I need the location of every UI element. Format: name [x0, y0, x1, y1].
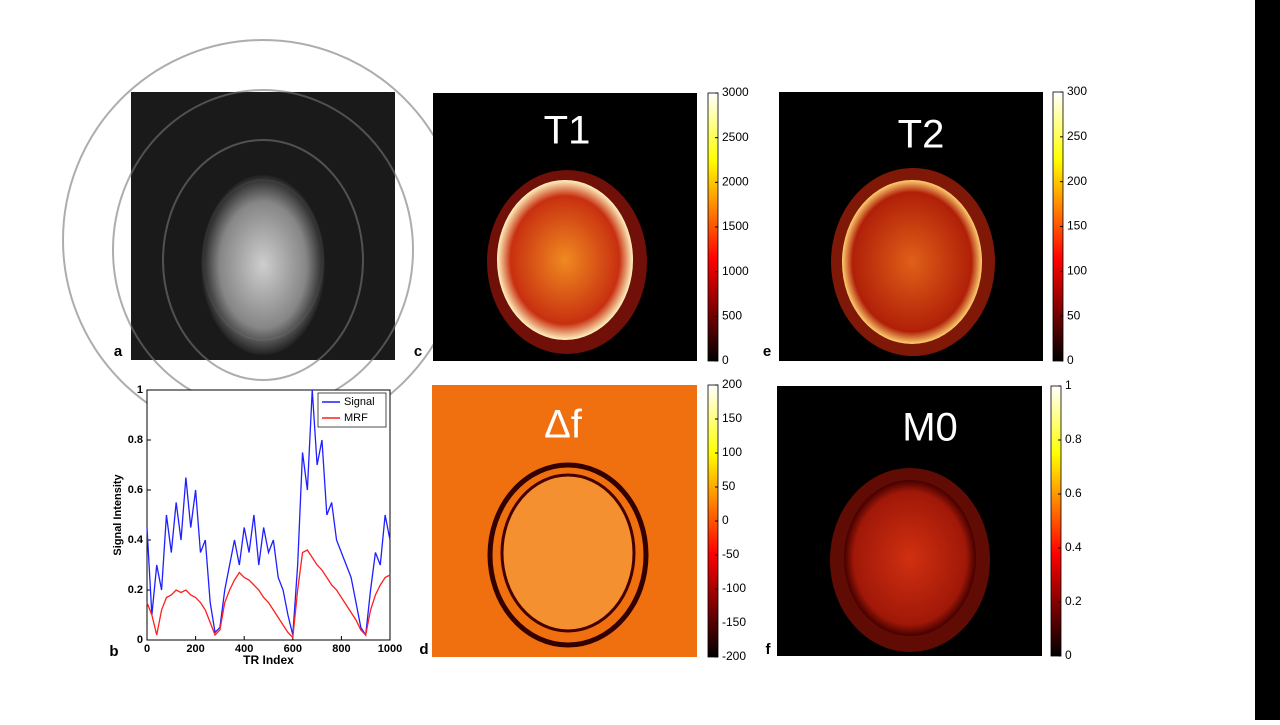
colorbar-tick-label: 50	[722, 479, 736, 493]
image-a	[62, 39, 464, 441]
colorbar-tick-label: 1000	[722, 264, 749, 278]
edge-bar	[1255, 0, 1280, 720]
x-tick-label: 600	[284, 643, 302, 655]
colorbar-tick-label: 0.4	[1065, 540, 1082, 554]
x-axis-label: TR Index	[243, 653, 294, 667]
colorbar-tick-label: 100	[1067, 264, 1087, 278]
colorbar-tick-label: 150	[1067, 219, 1087, 233]
colorbar-tick-label: 0	[722, 513, 729, 527]
y-tick-label: 0.8	[128, 434, 143, 446]
y-tick-label: 0.6	[128, 484, 143, 496]
colorbar-tick-label: 200	[722, 377, 742, 391]
colorbar-tick-label: 0	[1065, 648, 1072, 662]
colorbar-tick-label: 50	[1067, 308, 1081, 322]
colorbar-tick-label: -200	[722, 649, 746, 663]
y-tick-label: 1	[137, 384, 143, 396]
y-tick-label: 0.2	[128, 584, 143, 596]
colorbar-tick-label: 0.6	[1065, 486, 1082, 500]
series-line	[146, 549, 391, 639]
plot-area	[146, 389, 391, 641]
x-tick-label: 800	[332, 643, 350, 655]
panel-letter: e	[763, 343, 771, 360]
panel-letter: d	[419, 641, 428, 658]
colorbar-tick-label: 1500	[722, 219, 749, 233]
panel-title: T2	[898, 113, 945, 157]
colorbar-tick-label: 0.8	[1065, 432, 1082, 446]
colorbar-tick-label: 100	[722, 445, 742, 459]
image-c	[433, 93, 697, 361]
image-d	[432, 385, 697, 657]
panel-title: T1	[544, 109, 591, 153]
colorbar-tick-label: 250	[1067, 129, 1087, 143]
panel-title: Δf	[544, 403, 583, 447]
legend-label: Signal	[344, 396, 375, 408]
colorbar-tick-label: -50	[722, 547, 740, 561]
y-tick-label: 0	[137, 634, 143, 646]
legend-label: MRF	[344, 412, 368, 424]
colorbar-tick-label: 3000	[722, 85, 749, 99]
x-tick-label: 200	[186, 643, 204, 655]
colorbar-tick-label: 300	[1067, 84, 1087, 98]
panel-title: M0	[902, 406, 958, 450]
image-f	[777, 386, 1042, 656]
image-e	[779, 92, 1043, 361]
panel-letter: b	[109, 643, 118, 660]
colorbar-tick-label: 200	[1067, 174, 1087, 188]
colorbar-tick-label: 0	[1067, 353, 1074, 367]
colorbar-tick-label: 0	[722, 353, 729, 367]
colorbar-tick-label: 150	[722, 411, 742, 425]
x-tick-label: 400	[235, 643, 253, 655]
colorbar-tick-label: -100	[722, 581, 746, 595]
colorbar-tick-label: 2500	[722, 130, 749, 144]
panel-letter: c	[414, 343, 422, 360]
y-tick-label: 0.4	[128, 534, 144, 546]
legend-box	[317, 392, 387, 428]
colorbar-tick-label: 0.2	[1065, 594, 1082, 608]
x-tick-label: 1000	[378, 643, 402, 655]
colorbar-tick-label: 1	[1065, 378, 1072, 392]
colorbar-tick-label: -150	[722, 615, 746, 629]
series-line	[146, 389, 391, 637]
colorbar-tick-label: 2000	[722, 175, 749, 189]
colorbar-tick-label: 500	[722, 309, 742, 323]
x-tick-label: 0	[144, 643, 150, 655]
colorbar	[1050, 385, 1062, 657]
panel-letter: a	[114, 343, 123, 360]
panel-letter: f	[766, 641, 772, 658]
y-axis-label: Signal Intensity	[112, 473, 124, 555]
